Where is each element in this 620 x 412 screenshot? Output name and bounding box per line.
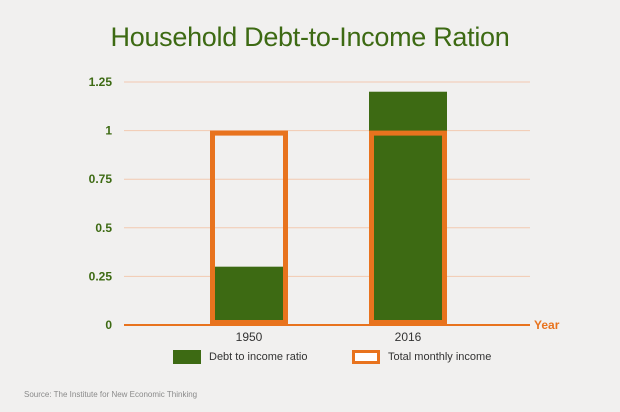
x-axis-title: Year <box>534 318 560 332</box>
y-tick-label: 0.75 <box>89 172 113 186</box>
y-tick-label: 0.25 <box>89 269 113 283</box>
legend-item-debt: Debt to income ratio <box>173 350 307 364</box>
y-tick-label: 0 <box>105 318 112 332</box>
legend-item-income: Total monthly income <box>352 350 491 364</box>
x-tick-label: 1950 <box>236 330 263 344</box>
bar-debt-2016 <box>369 91 447 325</box>
bar-income-2016 <box>369 130 447 325</box>
y-tick-label: 1.25 <box>89 75 113 89</box>
legend-label-income: Total monthly income <box>388 351 492 363</box>
x-tick-label: 2016 <box>395 330 422 344</box>
legend-swatch-debt <box>173 350 201 364</box>
legend-label-debt: Debt to income ratio <box>209 351 308 363</box>
legend-swatch-income <box>352 350 380 364</box>
legend: Debt to income ratio Total monthly incom… <box>0 350 620 372</box>
source-note: Source: The Institute for New Economic T… <box>24 390 198 399</box>
bar-debt-1950 <box>210 266 288 325</box>
chart-title: Household Debt-to-Income Ration <box>110 22 510 52</box>
y-tick-label: 0.5 <box>95 221 112 235</box>
y-tick-label: 1 <box>105 124 112 138</box>
bar-income-1950 <box>210 130 288 325</box>
